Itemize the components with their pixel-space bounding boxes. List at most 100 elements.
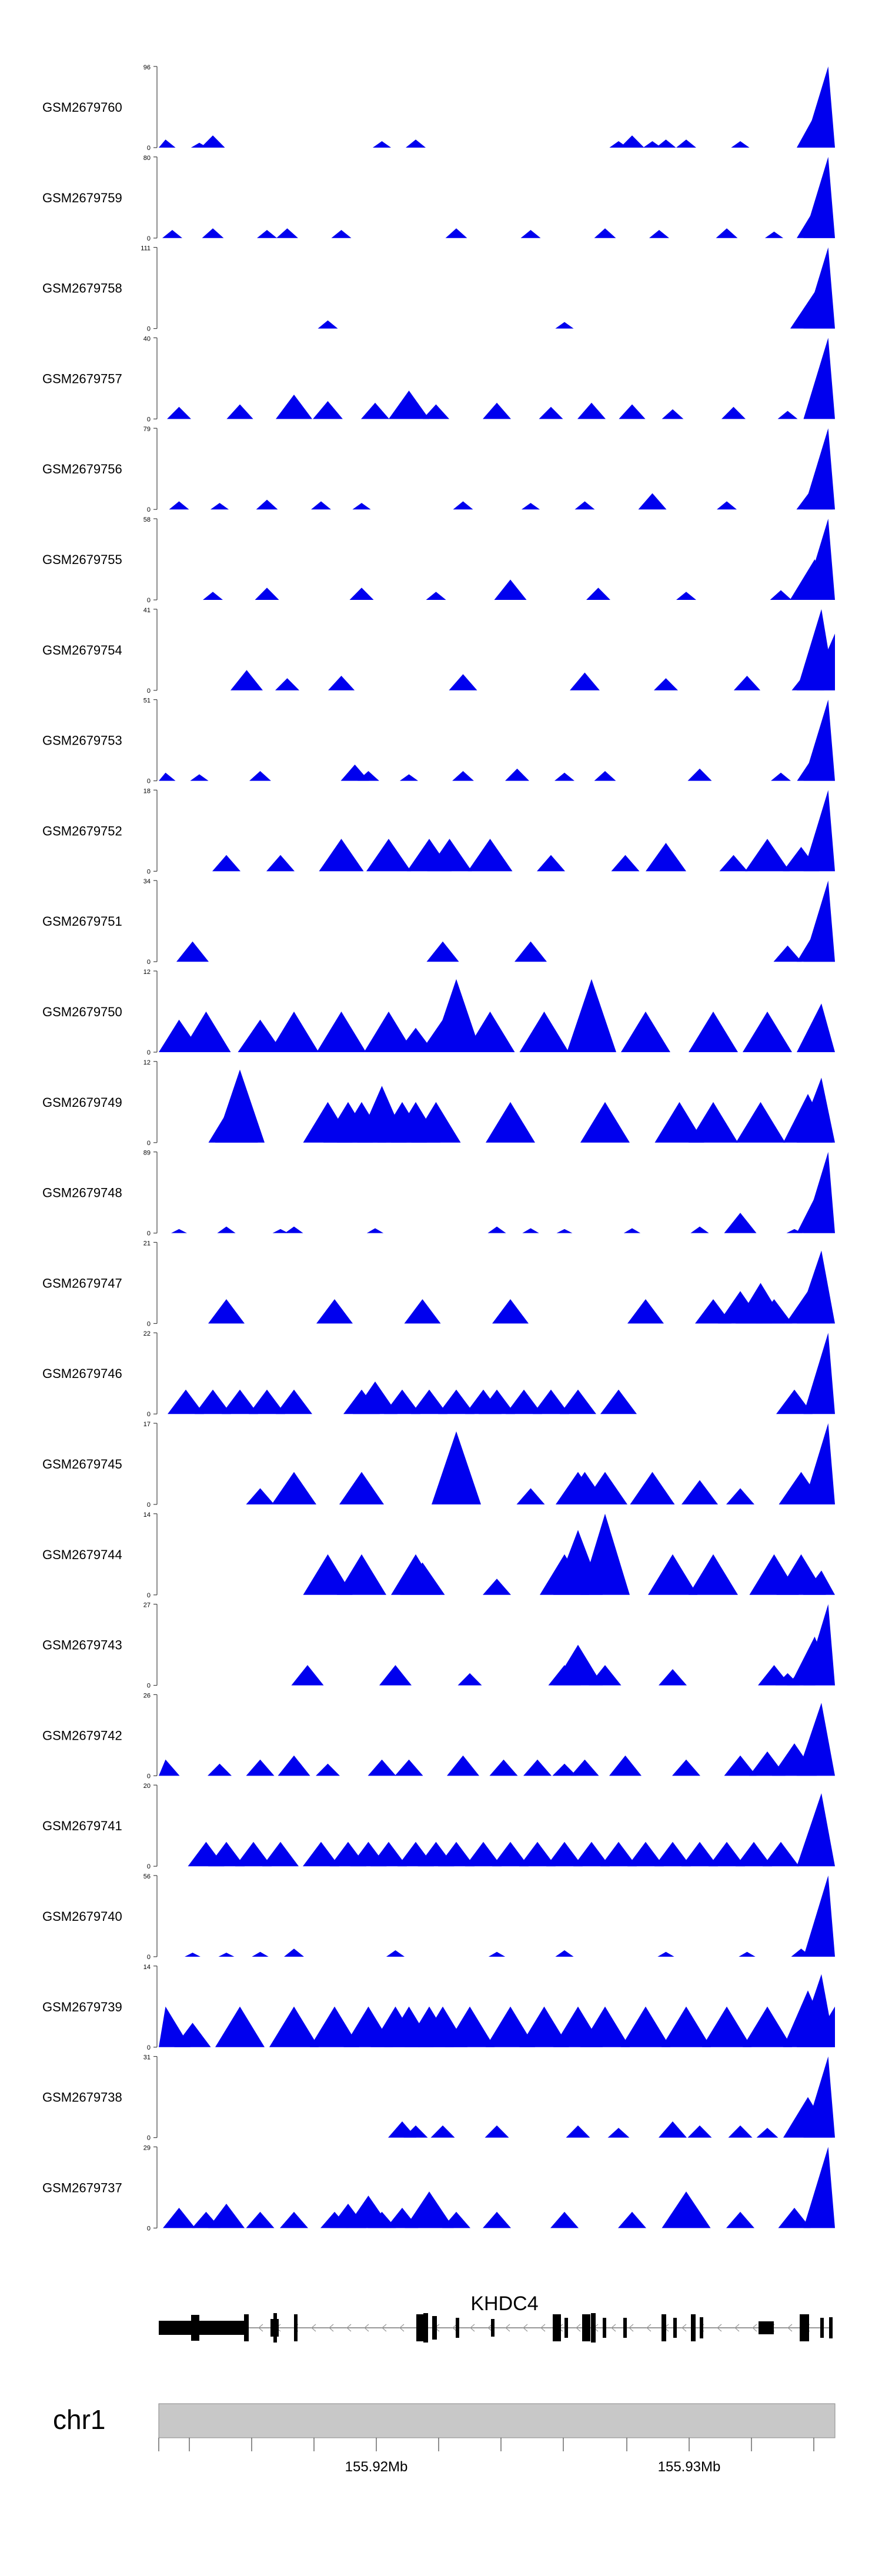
peak-5 (303, 1841, 339, 1867)
x-tick-label-1: 155.92Mb (345, 2459, 408, 2475)
peak-11 (405, 2191, 454, 2228)
peak-2 (218, 1953, 235, 1957)
peak-9 (411, 1389, 447, 1414)
peak-9 (611, 855, 640, 872)
peak-2 (217, 1226, 236, 1233)
y-max-label: 31 (143, 2054, 151, 2061)
peak-10 (803, 519, 835, 600)
peak-15 (560, 1389, 596, 1414)
track-label: GSM2679752 (42, 823, 122, 838)
peak-9 (432, 979, 481, 1052)
peak-12 (486, 2006, 535, 2047)
peak-6 (453, 501, 473, 510)
peak-13 (803, 1423, 835, 1504)
peak-12 (771, 772, 791, 781)
peak-13 (519, 2006, 569, 2047)
strand-arrow (329, 2324, 334, 2332)
peak-7 (520, 230, 541, 238)
y-max-label: 56 (143, 1873, 151, 1880)
peak-15 (803, 338, 835, 419)
peak-17 (776, 1389, 813, 1414)
x-tick-label-2: 155.93Mb (658, 2459, 721, 2475)
y-max-label: 14 (143, 1964, 151, 1971)
peak-13 (803, 66, 835, 148)
track-label: GSM2679751 (42, 914, 122, 929)
track-label: GSM2679746 (42, 1366, 122, 1381)
peak-7 (733, 675, 761, 690)
exon-8 (423, 2313, 428, 2343)
peak-12 (797, 1250, 835, 1324)
peak-6 (368, 1759, 396, 1776)
track-label: GSM2679756 (42, 462, 122, 476)
peak-4 (249, 1389, 285, 1414)
peak-12 (479, 1389, 515, 1414)
peak-5 (494, 579, 527, 600)
peak-4 (284, 1948, 304, 1957)
peak-17 (600, 1841, 637, 1867)
track-GSM2679756: GSM2679756 79 0 (42, 426, 835, 513)
y-max-label: 41 (143, 607, 151, 614)
exon-16 (603, 2318, 606, 2338)
peak-2 (174, 2023, 211, 2047)
chromosome-label: chr1 (53, 2404, 105, 2435)
track-GSM2679745: GSM2679745 17 0 (42, 1421, 835, 1509)
peak-1 (169, 501, 189, 510)
peak-7 (620, 135, 644, 148)
peak-7 (522, 1228, 539, 1233)
y-max-label: 18 (143, 788, 151, 795)
peak-6 (389, 391, 429, 419)
y-max-label: 96 (143, 64, 151, 71)
peak-6 (589, 1665, 622, 1686)
exon-14 (582, 2314, 590, 2341)
strand-arrow (452, 2324, 457, 2332)
peak-19 (743, 2006, 792, 2047)
track-GSM2679750: GSM2679750 12 0 (42, 969, 835, 1056)
strand-arrow (523, 2324, 528, 2332)
peak-5 (553, 1644, 603, 1686)
peak-11 (438, 1841, 475, 1867)
exon-1 (159, 2321, 247, 2335)
peak-4 (340, 765, 369, 781)
y-max-label: 21 (143, 1240, 151, 1247)
chromosome-axis: chr1 155.92Mb 155.93Mb (53, 2403, 836, 2475)
peak-24 (797, 1793, 835, 1867)
peak-15 (580, 2006, 630, 2047)
peak-3 (252, 1951, 269, 1957)
track-label: GSM2679749 (42, 1095, 122, 1110)
track-label: GSM2679741 (42, 1818, 122, 1833)
y-zero-label: 0 (147, 2135, 151, 2142)
peak-6 (399, 774, 419, 781)
exon-19 (673, 2318, 677, 2338)
peak-11 (731, 141, 750, 148)
peak-5 (361, 402, 389, 419)
peak-4 (803, 247, 835, 329)
peak-8 (657, 1951, 674, 1957)
peak-5 (316, 1763, 340, 1776)
gene-model-track: KHDC4 (159, 2293, 833, 2343)
peak-7 (467, 839, 513, 872)
peak-3 (339, 1471, 384, 1504)
peak-9 (649, 230, 669, 238)
peak-13 (803, 156, 835, 238)
track-GSM2679751: GSM2679751 34 0 (42, 878, 835, 966)
peak-11 (803, 1876, 835, 1957)
peak-2 (195, 1389, 231, 1414)
track-label: GSM2679758 (42, 281, 122, 296)
peak-3 (215, 2006, 265, 2047)
peak-16 (621, 2006, 670, 2047)
y-max-label: 80 (143, 155, 151, 162)
peak-16 (797, 1077, 835, 1143)
peak-15 (743, 1012, 792, 1052)
peak-10 (756, 2128, 779, 2138)
peak-8 (770, 590, 792, 600)
peak-3 (246, 1759, 275, 1776)
peak-1 (168, 1389, 204, 1414)
peak-1 (163, 2207, 195, 2228)
peak-1 (212, 855, 240, 872)
track-GSM2679754: GSM2679754 41 0 (42, 607, 835, 695)
peak-10 (577, 402, 606, 419)
y-zero-label: 0 (147, 868, 151, 875)
peak-9 (630, 1471, 675, 1504)
exon-7 (416, 2314, 425, 2341)
